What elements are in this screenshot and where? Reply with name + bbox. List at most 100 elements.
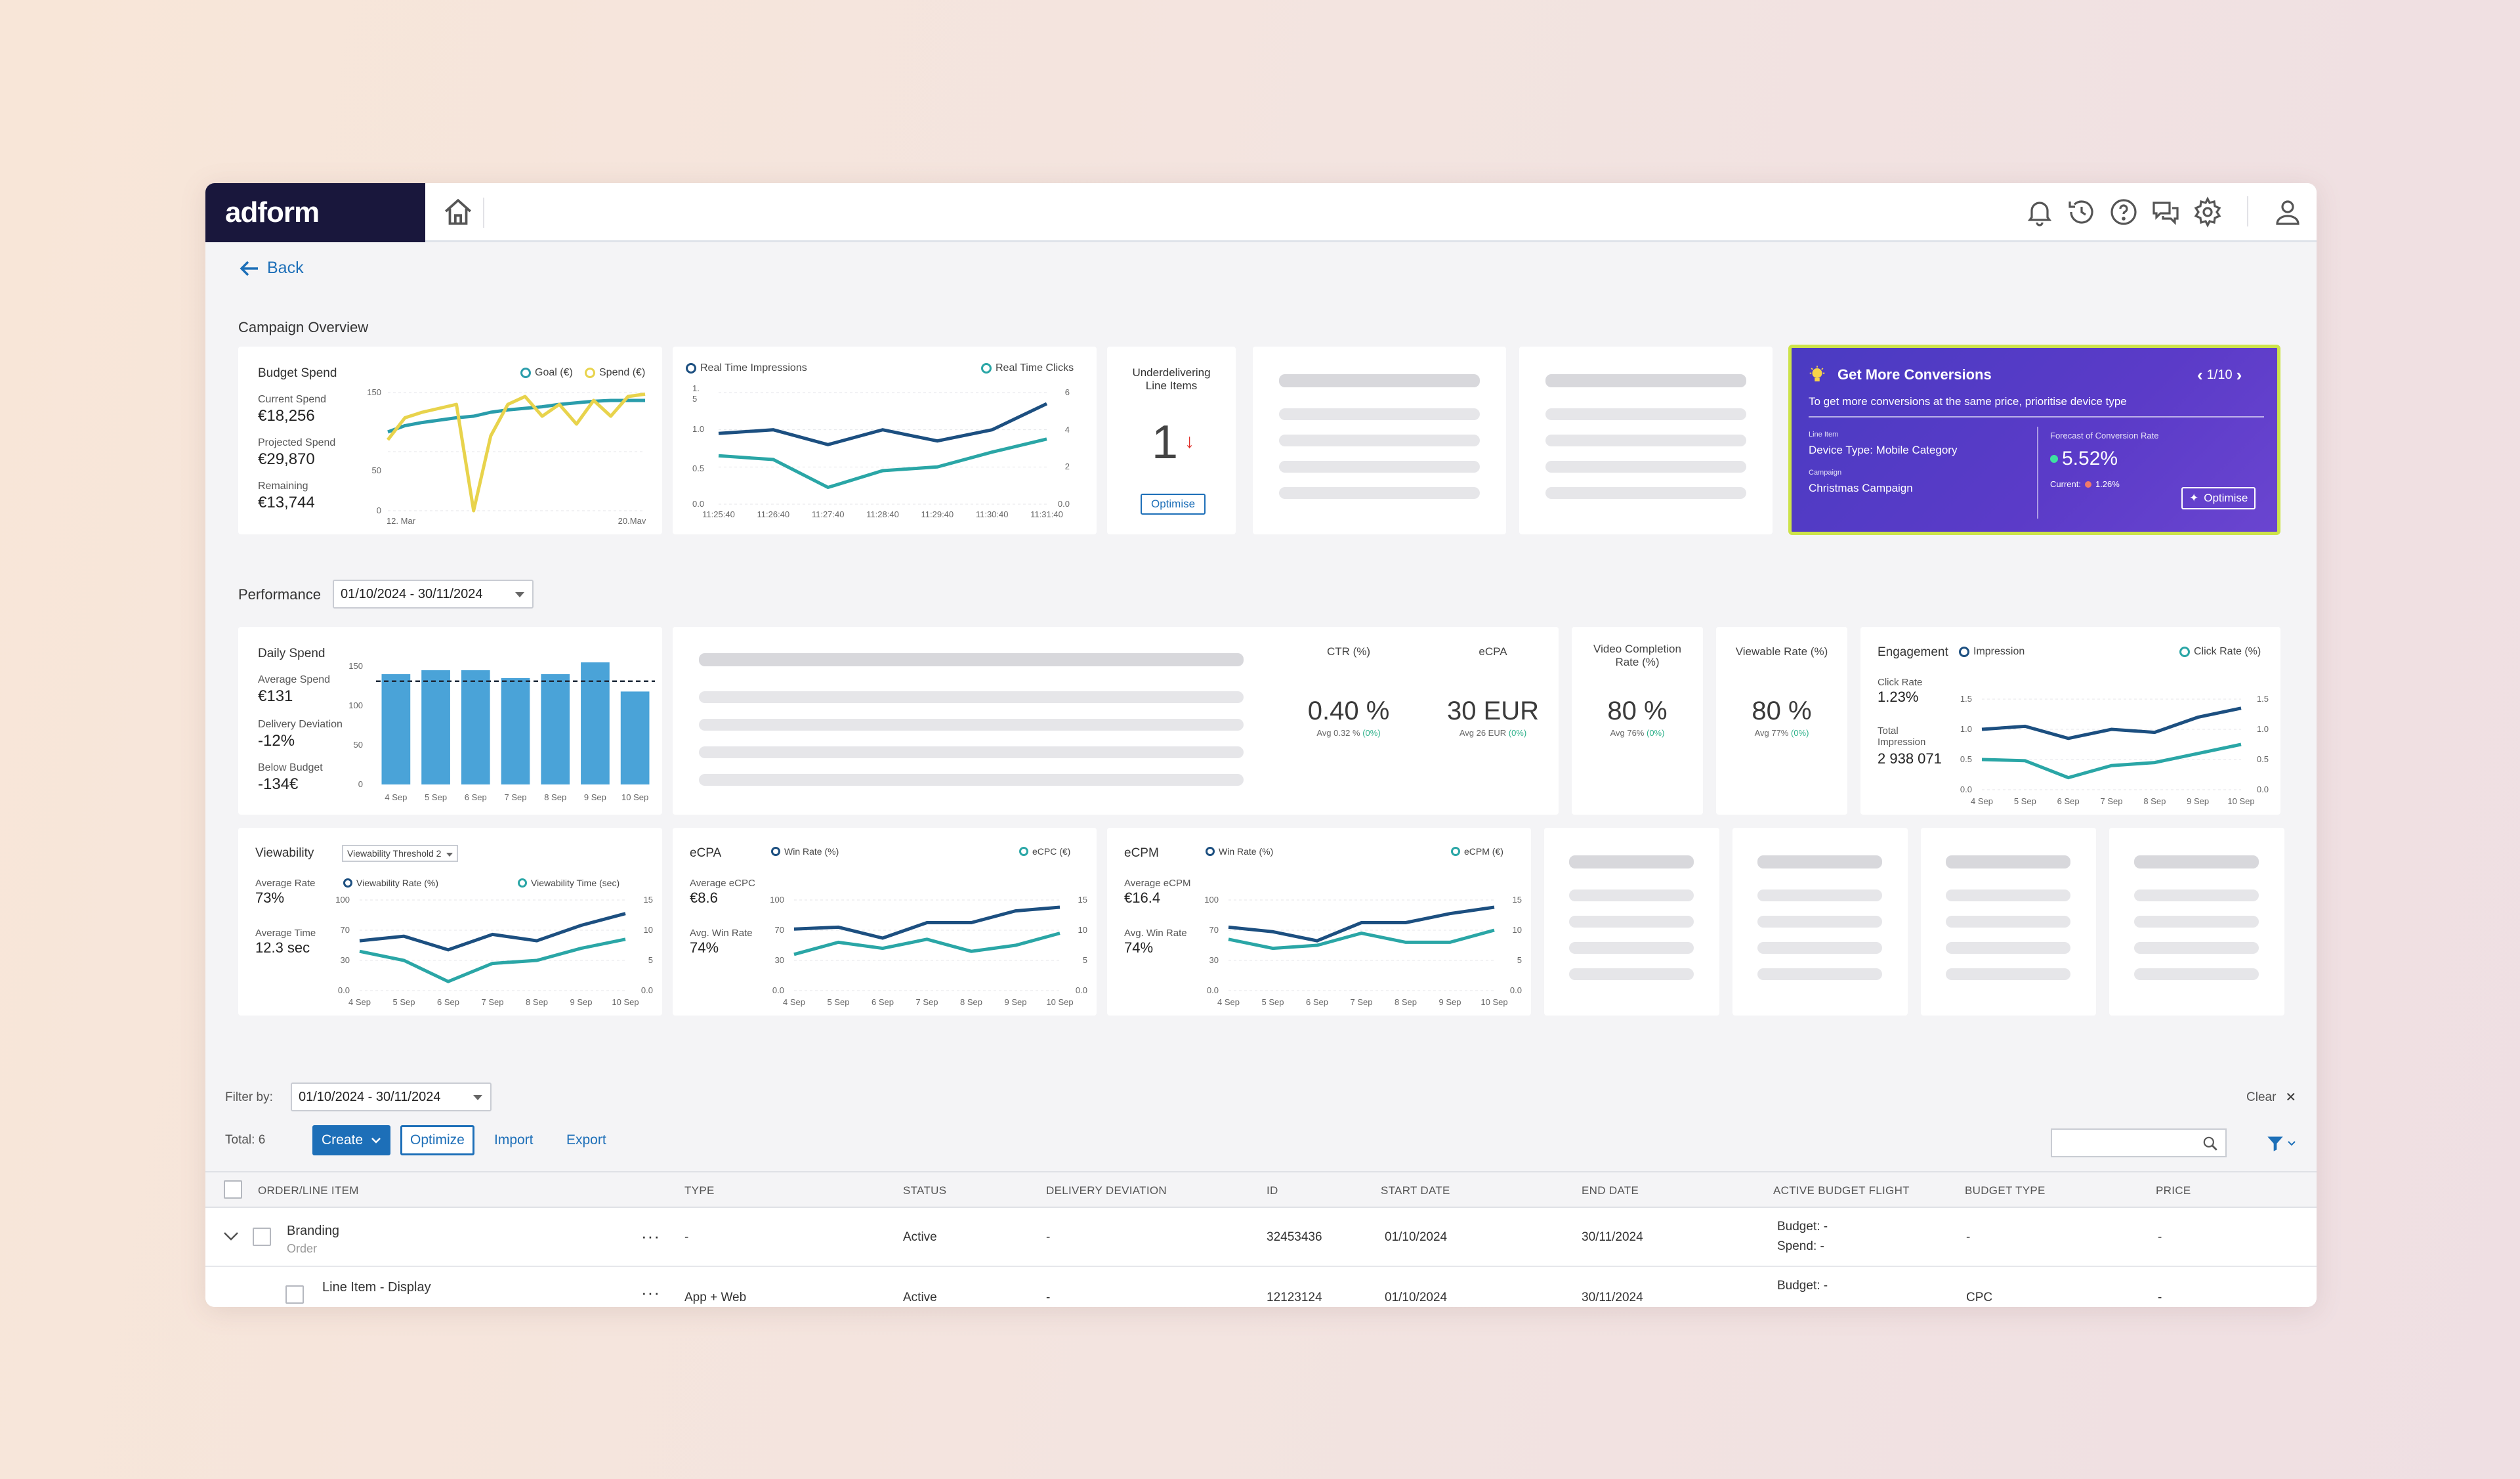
x-tick-label: 10 Sep (612, 997, 639, 1007)
legend-spend: Spend (€) (585, 367, 645, 379)
video-completion-avg: Avg 76% (0%) (1610, 728, 1665, 738)
chevron-down-icon (371, 1138, 381, 1144)
export-link[interactable]: Export (566, 1132, 606, 1147)
col-type[interactable]: TYPE (684, 1184, 715, 1197)
chevron-down-icon[interactable] (222, 1230, 240, 1242)
tick-label: 50 (372, 465, 381, 475)
col-price[interactable]: PRICE (2156, 1184, 2191, 1197)
col-start-date[interactable]: START DATE (1381, 1184, 1450, 1197)
series-line-secondary (1228, 928, 1495, 951)
loading-card (1921, 828, 2096, 1016)
select-all-checkbox[interactable] (224, 1180, 242, 1199)
status-dot (2084, 481, 2091, 488)
optimize-button[interactable]: Optimize (400, 1125, 474, 1155)
performance-date-select[interactable]: 01/10/2024 - 30/11/2024 (333, 580, 534, 609)
below-budget-value: -134€ (258, 775, 299, 793)
tick-label: 0.0 (1510, 985, 1522, 995)
current-rate: Current: 1.26% (2050, 479, 2120, 489)
table-row[interactable]: Branding Order ··· - Active - 32453436 0… (205, 1208, 2317, 1267)
status-dot (2050, 455, 2058, 463)
x-tick-label: 10 Sep (1480, 997, 1507, 1007)
loading-card (1544, 828, 1719, 1016)
order-name[interactable]: Branding (287, 1224, 340, 1238)
filter-label: Filter by: (225, 1090, 273, 1104)
performance-title: Performance (238, 586, 321, 603)
import-link[interactable]: Import (494, 1132, 534, 1147)
legend-click-rate: Click Rate (%) (2179, 646, 2261, 658)
series-line-primary (793, 905, 1060, 940)
tick-label: 0.0 (692, 499, 704, 509)
history-icon[interactable] (2066, 196, 2097, 228)
ecpm-chart-title: eCPM (1124, 846, 1159, 860)
avg-spend-label: Average Spend (258, 674, 331, 685)
back-link[interactable]: Back (238, 259, 304, 278)
loading-card (1253, 347, 1506, 534)
x-tick-label: 9 Sep (570, 997, 593, 1007)
budget-spend-title: Budget Spend (258, 366, 337, 380)
tick-label: 100 (348, 700, 363, 710)
line-item-name[interactable]: Line Item - Display (322, 1280, 431, 1295)
series-line-secondary (793, 932, 1060, 956)
more-icon[interactable]: ··· (641, 1283, 660, 1302)
clear-filters[interactable]: Clear ✕ (2246, 1090, 2297, 1105)
loading-card (1519, 347, 1773, 534)
col-budget-type[interactable]: BUDGET TYPE (1965, 1184, 2046, 1197)
col-active-budget-flight[interactable]: ACTIVE BUDGET FLIGHT (1773, 1184, 1910, 1197)
forecast-label: Forecast of Conversion Rate (2050, 431, 2159, 440)
promo-optimise-button[interactable]: ✦ Optimise (2181, 487, 2256, 509)
search-icon[interactable] (2202, 1135, 2219, 1152)
avg-ecpm-label: Average eCPM (1124, 878, 1191, 889)
cell-budget-type: - (1966, 1230, 1971, 1244)
x-tick-label: 8 Sep (1395, 997, 1417, 1007)
line-item-label: Line Item (1809, 431, 1839, 439)
home-icon[interactable] (442, 196, 474, 229)
get-more-conversions-card: Get More Conversions ‹ 1/10 › To get mor… (1788, 345, 2280, 535)
viewability-threshold-select[interactable]: Viewability Threshold 2 (342, 845, 459, 862)
ecpa-line-chart: 100 15 70 10 30 5 0.0 0.0 4 Sep 5 Sep 6 Sep 7 Sep 8 … (770, 895, 1087, 1007)
gear-icon[interactable] (2192, 196, 2223, 228)
cell-type: - (684, 1230, 689, 1244)
filter-date-select[interactable]: 01/10/2024 - 30/11/2024 (291, 1082, 492, 1111)
legend-win-rate: Win Rate (%) (1206, 846, 1273, 857)
user-icon[interactable] (2272, 196, 2303, 228)
col-delivery-deviation[interactable]: DELIVERY DEVIATION (1046, 1184, 1167, 1197)
table-header: ORDER/LINE ITEM TYPE STATUS DELIVERY DEV… (205, 1171, 2317, 1208)
ecpa-chart-title: eCPA (690, 846, 722, 860)
create-button[interactable]: Create (312, 1125, 391, 1155)
search-input[interactable] (2056, 1133, 2194, 1153)
col-status[interactable]: STATUS (903, 1184, 947, 1197)
avg-win-rate-value: 74% (1124, 939, 1154, 956)
x-tick-label: 6 Sep (437, 997, 459, 1007)
tick-label: 70 (341, 925, 350, 935)
delivery-deviation-value: -12% (258, 732, 295, 750)
filter-toggle[interactable] (2266, 1135, 2296, 1152)
daily-spend-title: Daily Spend (258, 647, 326, 660)
tick-label: 6 (1065, 387, 1070, 397)
chevron-left-icon[interactable]: ‹ (2197, 365, 2203, 385)
tick-label: 15 (644, 895, 653, 905)
optimise-button[interactable]: Optimise (1141, 494, 1206, 515)
top-icon-group (2024, 196, 2303, 228)
x-tick-label: 6 Sep (465, 792, 487, 802)
tick-label: 30 (1209, 955, 1219, 965)
x-tick-label: 7 Sep (482, 997, 504, 1007)
underdelivering-title: Underdelivering Line Items (1132, 366, 1211, 392)
filter-icon (2267, 1136, 2283, 1151)
help-icon[interactable] (2108, 196, 2139, 228)
more-icon[interactable]: ··· (641, 1226, 660, 1246)
chat-icon[interactable] (2150, 196, 2181, 228)
table-row[interactable]: Line Item - Display ··· App + Web Active… (205, 1267, 2317, 1307)
x-tick-label: 4 Sep (783, 997, 805, 1007)
chevron-right-icon[interactable]: › (2236, 365, 2242, 385)
adform-logo[interactable]: adform (205, 183, 425, 242)
col-order-line-item[interactable]: ORDER/LINE ITEM (258, 1184, 359, 1197)
col-id[interactable]: ID (1267, 1184, 1278, 1197)
bell-icon[interactable] (2024, 196, 2055, 228)
x-tick-label: 11:28:40 (866, 509, 899, 519)
remaining-label: Remaining (258, 481, 308, 492)
series-line-primary (1981, 706, 2242, 740)
avg-ecpm-value: €16.4 (1124, 890, 1161, 906)
row-checkbox[interactable] (285, 1285, 304, 1304)
row-checkbox[interactable] (253, 1228, 271, 1246)
col-end-date[interactable]: END DATE (1582, 1184, 1639, 1197)
